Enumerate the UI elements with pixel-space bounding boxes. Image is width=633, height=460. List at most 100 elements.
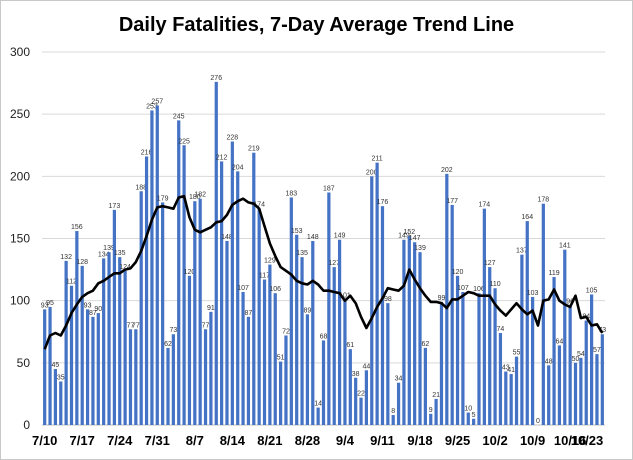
- bar: [257, 208, 261, 425]
- bar-value-label: 105: [586, 287, 598, 294]
- bar-value-label: 89: [304, 307, 312, 314]
- bar-value-label: 257: [151, 98, 163, 105]
- y-tick-label: 200: [10, 169, 30, 183]
- bar-value-label: 41: [507, 367, 515, 374]
- bar-value-label: 48: [545, 358, 553, 365]
- bar-value-label: 177: [446, 198, 458, 205]
- bar-value-label: 9: [429, 407, 433, 414]
- bar: [300, 257, 304, 425]
- bar: [547, 365, 551, 425]
- bar-value-label: 200: [366, 169, 378, 176]
- bar-value-label: 93: [41, 302, 49, 309]
- bar-value-label: 276: [210, 75, 222, 82]
- bar-value-label: 211: [372, 156, 383, 163]
- bar: [337, 239, 342, 425]
- bar-value-label: 90: [94, 306, 102, 313]
- bar-value-label: 179: [157, 195, 169, 202]
- bar: [343, 299, 347, 425]
- bar-value-label: 120: [184, 269, 196, 276]
- bar-value-label: 139: [414, 245, 426, 252]
- x-tick-label: 8/21: [257, 433, 282, 448]
- bar-value-label: 101: [339, 292, 351, 299]
- bar-value-label: 202: [441, 167, 453, 174]
- bar: [144, 156, 149, 425]
- bar: [150, 110, 154, 425]
- bar: [477, 293, 481, 425]
- bar: [268, 264, 272, 425]
- bar: [407, 236, 411, 425]
- x-tick-label: 7/24: [107, 433, 133, 448]
- bar-value-label: 91: [207, 305, 215, 312]
- bar-value-label: 107: [457, 285, 469, 292]
- bar: [48, 306, 52, 425]
- bar: [434, 398, 438, 425]
- bar-value-label: 0: [536, 418, 540, 425]
- bar: [91, 316, 95, 425]
- bar: [450, 204, 454, 425]
- bar-value-label: 106: [269, 286, 281, 293]
- bar: [85, 309, 90, 425]
- bar: [166, 347, 170, 425]
- bar: [241, 291, 245, 425]
- bar-value-label: 87: [245, 310, 253, 317]
- bar: [439, 301, 444, 425]
- bar: [321, 340, 326, 425]
- bar-value-label: 216: [141, 149, 153, 156]
- bar: [53, 369, 58, 425]
- bar-value-label: 128: [76, 259, 88, 266]
- bar: [573, 362, 578, 425]
- x-tick-label: 9/18: [407, 433, 432, 448]
- bar-value-label: 55: [513, 350, 521, 357]
- bar: [198, 198, 202, 425]
- x-tick-label: 8/14: [220, 433, 246, 448]
- x-tick-label: 10/23: [571, 433, 604, 448]
- x-tick-label: 9/25: [445, 433, 470, 448]
- bar: [182, 145, 186, 425]
- bar-value-label: 72: [282, 328, 290, 335]
- bar-value-label: 73: [169, 327, 177, 334]
- bar: [102, 258, 106, 425]
- bar: [525, 221, 529, 425]
- bar: [69, 285, 74, 425]
- bar: [139, 191, 143, 425]
- bar: [112, 209, 116, 425]
- bar: [461, 291, 465, 425]
- bar: [386, 303, 390, 425]
- x-tick-label: 10/16: [554, 433, 587, 448]
- bar: [354, 377, 358, 425]
- bar-value-label: 156: [71, 224, 83, 231]
- bar: [579, 357, 583, 425]
- bar: [396, 382, 401, 425]
- bar-value-label: 153: [291, 228, 303, 235]
- bar-value-label: 212: [216, 154, 228, 161]
- bar-value-label: 107: [237, 285, 249, 292]
- bar: [305, 314, 310, 425]
- bar: [455, 275, 460, 425]
- bar-value-label: 99: [438, 295, 446, 302]
- bar-value-label: 35: [57, 374, 65, 381]
- bar: [370, 176, 374, 425]
- bar-value-label: 38: [352, 371, 360, 378]
- x-tick-label: 9/11: [370, 433, 395, 448]
- bar: [230, 141, 234, 425]
- bar: [134, 329, 138, 425]
- bar: [466, 412, 470, 425]
- bar: [225, 240, 229, 425]
- bar: [236, 171, 240, 425]
- bar: [203, 329, 208, 425]
- bar-value-label: 95: [46, 300, 54, 307]
- bar: [262, 279, 267, 425]
- bar-value-label: 62: [164, 341, 172, 348]
- bar: [423, 347, 427, 425]
- bar: [418, 252, 422, 425]
- bar: [488, 267, 492, 425]
- bar-value-label: 141: [559, 243, 571, 250]
- bar-value-label: 135: [296, 250, 308, 257]
- bar-value-label: 77: [202, 322, 210, 329]
- bar: [375, 162, 379, 425]
- bar: [482, 208, 486, 425]
- bar: [584, 320, 588, 425]
- bar: [520, 254, 524, 425]
- bar-value-label: 148: [307, 234, 319, 241]
- bar-value-label: 120: [452, 269, 464, 276]
